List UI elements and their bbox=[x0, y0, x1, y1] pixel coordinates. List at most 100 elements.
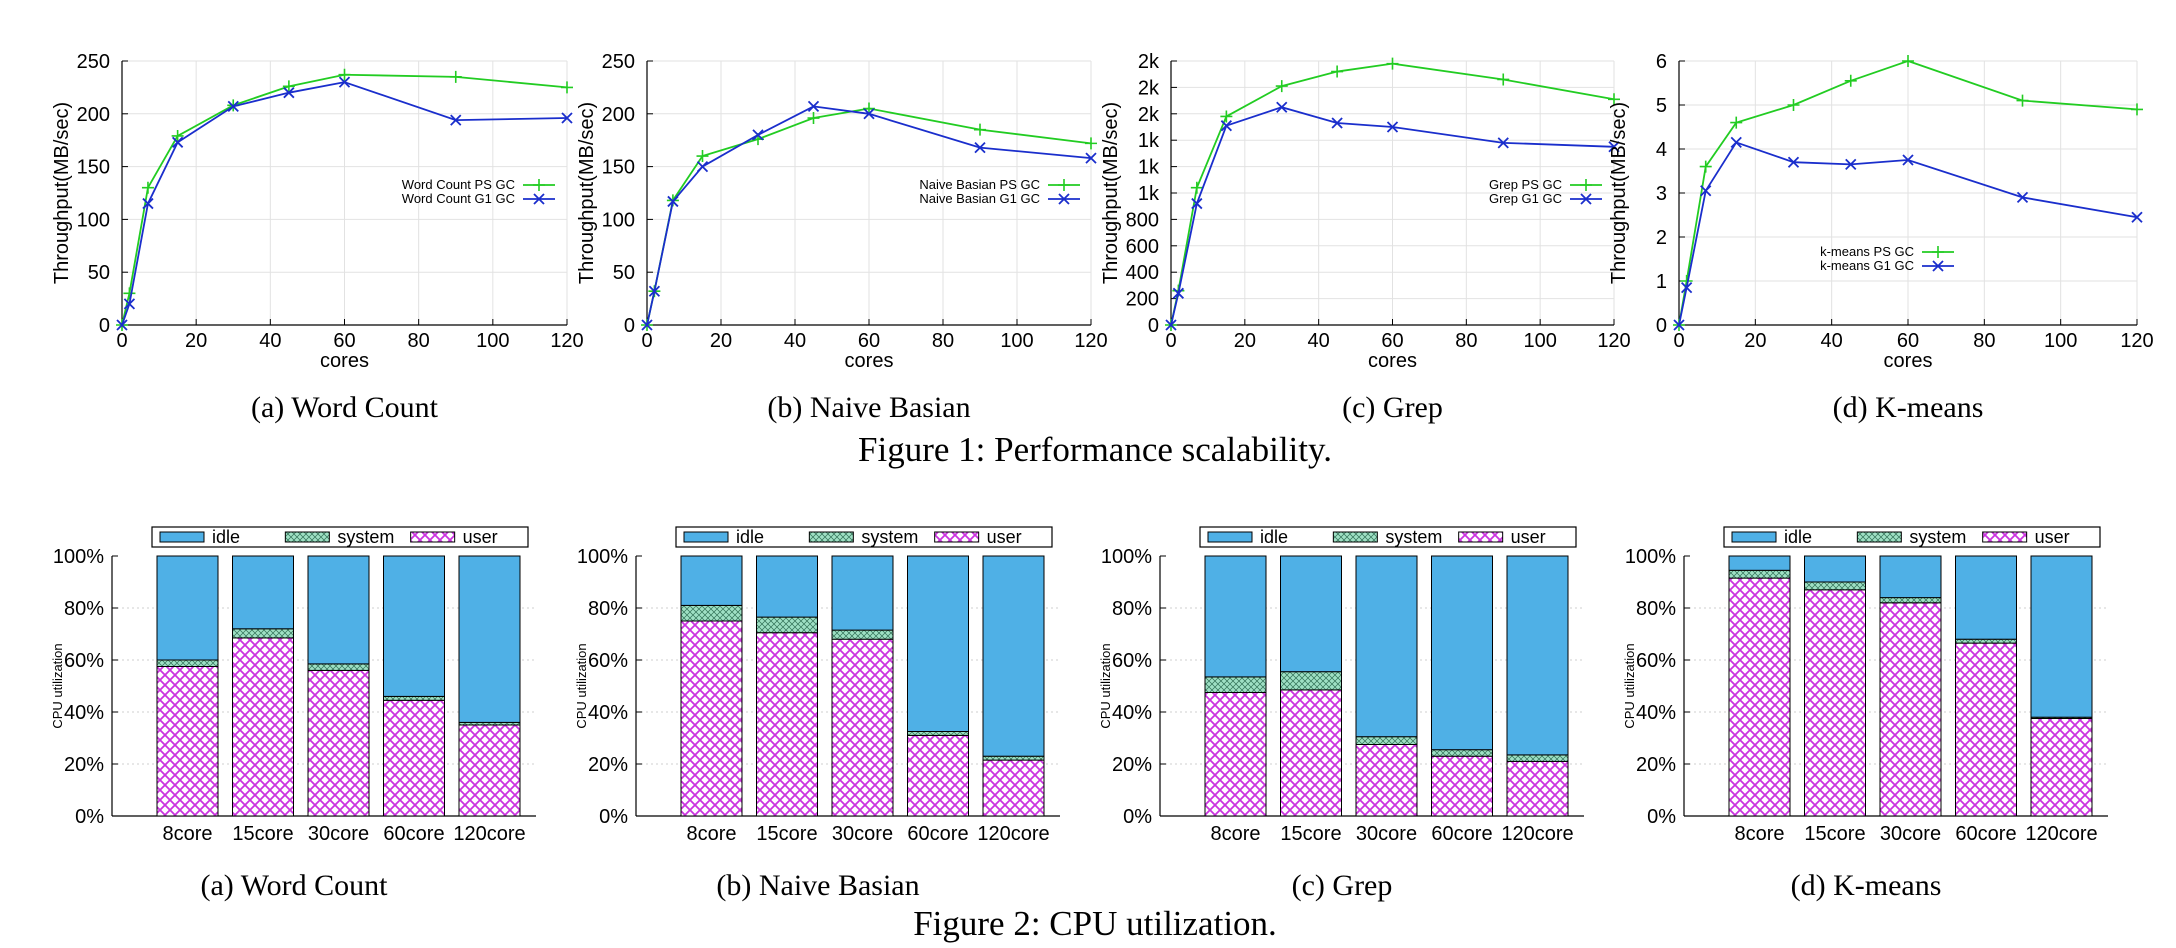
bar-chart-4: 0% 20% 40% 60% 80% 100% CPU utilization 8core 15… bbox=[1622, 526, 2108, 845]
x-tick-label: 30core bbox=[1356, 823, 1417, 845]
y-tick-label: 40% bbox=[64, 702, 104, 724]
y-tick-label: 100% bbox=[577, 546, 628, 568]
y-tick-label: 6 bbox=[1656, 51, 1667, 73]
data-point bbox=[1608, 141, 1620, 153]
data-point bbox=[282, 80, 295, 93]
x-tick-label: 60core bbox=[1955, 823, 2016, 845]
data-point bbox=[338, 76, 351, 88]
y-tick-label: 150 bbox=[77, 157, 110, 179]
bar-segment-user bbox=[982, 759, 1045, 817]
figure-caption: Figure 1: Performance scalability. bbox=[858, 430, 1332, 469]
x-tick-label: 120 bbox=[2120, 330, 2153, 352]
y-tick-label: 200 bbox=[77, 104, 110, 126]
data-point bbox=[123, 287, 136, 300]
legend-swatch-user bbox=[934, 531, 980, 543]
y-tick-label: 60% bbox=[1112, 650, 1152, 672]
bar-segment-system bbox=[1955, 638, 2017, 644]
data-point bbox=[696, 160, 709, 173]
data-point bbox=[863, 102, 875, 115]
bar-segment-idle bbox=[1204, 555, 1267, 678]
x-tick-label: 20 bbox=[1744, 330, 1766, 352]
y-tick-label: 80% bbox=[64, 598, 104, 620]
data-point bbox=[142, 197, 154, 210]
legend-label: user bbox=[987, 527, 1022, 547]
x-tick-label: 60 bbox=[333, 330, 355, 352]
data-point bbox=[1845, 158, 1857, 171]
y-axis-label: Throughput(MB/sec) bbox=[576, 102, 598, 284]
y-axis-label: CPU utilization bbox=[574, 643, 589, 728]
bar-segment-idle bbox=[1355, 555, 1418, 738]
data-point bbox=[1680, 281, 1693, 294]
legend-label: system bbox=[1385, 527, 1442, 547]
x-tick-label: 80 bbox=[932, 330, 954, 352]
data-point bbox=[696, 150, 709, 163]
y-tick-label: 2 bbox=[1656, 227, 1667, 249]
x-tick-label: 0 bbox=[116, 330, 127, 352]
bar-segment-idle bbox=[907, 555, 969, 732]
y-axis-label: Throughput(MB/sec) bbox=[1100, 102, 1122, 284]
data-point bbox=[1190, 181, 1203, 194]
y-tick-label: 200 bbox=[1126, 289, 1159, 311]
legend-label: Word Count G1 GC bbox=[402, 191, 515, 206]
data-point bbox=[116, 319, 128, 331]
x-tick-label: 20 bbox=[710, 330, 732, 352]
data-point bbox=[171, 129, 184, 142]
bar-segment-user bbox=[1955, 642, 2017, 817]
legend-label: user bbox=[1511, 527, 1546, 547]
data-point bbox=[641, 319, 653, 331]
bar-segment-idle bbox=[307, 555, 370, 665]
data-point bbox=[1497, 137, 1509, 149]
bar-segment-user bbox=[1879, 602, 1942, 817]
y-tick-label: 100 bbox=[77, 209, 110, 231]
legend-swatch-user bbox=[1458, 531, 1504, 543]
bar-segment-system bbox=[307, 663, 370, 671]
bar-segment-user bbox=[1204, 692, 1267, 817]
bar-segment-user bbox=[1355, 744, 1418, 817]
legend-label: Naive Basian G1 GC bbox=[919, 191, 1040, 206]
bar-segment-user bbox=[680, 620, 743, 817]
legend-swatch-idle bbox=[159, 531, 205, 543]
bar-segment-system bbox=[831, 629, 894, 640]
bar-segment-user bbox=[307, 669, 370, 817]
x-tick-label: 120core bbox=[2025, 823, 2097, 845]
y-tick-label: 800 bbox=[1126, 209, 1159, 231]
legend-swatch-idle bbox=[1207, 531, 1253, 543]
data-point bbox=[1730, 136, 1742, 149]
data-point bbox=[2131, 103, 2143, 116]
x-tick-label: 60 bbox=[1897, 330, 1919, 352]
y-tick-label: 0% bbox=[1123, 806, 1152, 828]
x-axis-label: cores bbox=[845, 350, 894, 372]
bar-segment-idle bbox=[458, 555, 521, 723]
bar-chart-2: 0% 20% 40% 60% 80% 100% CPU utilization 8core 15… bbox=[574, 526, 1060, 845]
x-tick-label: 120core bbox=[1501, 823, 1573, 845]
data-point bbox=[227, 100, 239, 113]
bar-segment-system bbox=[1879, 597, 1942, 604]
data-point bbox=[1700, 185, 1712, 197]
x-tick-label: 120core bbox=[453, 823, 525, 845]
legend-swatch-idle bbox=[1731, 531, 1777, 543]
data-point bbox=[974, 141, 986, 154]
bar-segment-user bbox=[458, 724, 521, 817]
data-point bbox=[1172, 287, 1185, 299]
x-axis-label: cores bbox=[320, 350, 369, 372]
data-point bbox=[1497, 73, 1510, 86]
y-tick-label: 20% bbox=[64, 754, 104, 776]
x-tick-label: 0 bbox=[641, 330, 652, 352]
bar-segment-user bbox=[756, 632, 818, 817]
y-tick-label: 50 bbox=[613, 262, 635, 284]
legend-label: system bbox=[861, 527, 918, 547]
data-point bbox=[561, 112, 573, 124]
y-tick-label: 40% bbox=[588, 702, 628, 724]
y-tick-label: 80% bbox=[1112, 598, 1152, 620]
bar-segment-user bbox=[2030, 718, 2093, 817]
bar-segment-system bbox=[1804, 581, 1866, 591]
legend-label: Naive Basian PS GC bbox=[919, 177, 1040, 192]
bar-segment-user bbox=[1506, 760, 1569, 817]
legend-label: user bbox=[463, 527, 498, 547]
y-tick-label: 80% bbox=[1636, 598, 1676, 620]
data-point bbox=[2016, 191, 2029, 204]
bar-segment-user bbox=[232, 637, 294, 817]
bar-segment-idle bbox=[1431, 555, 1493, 751]
